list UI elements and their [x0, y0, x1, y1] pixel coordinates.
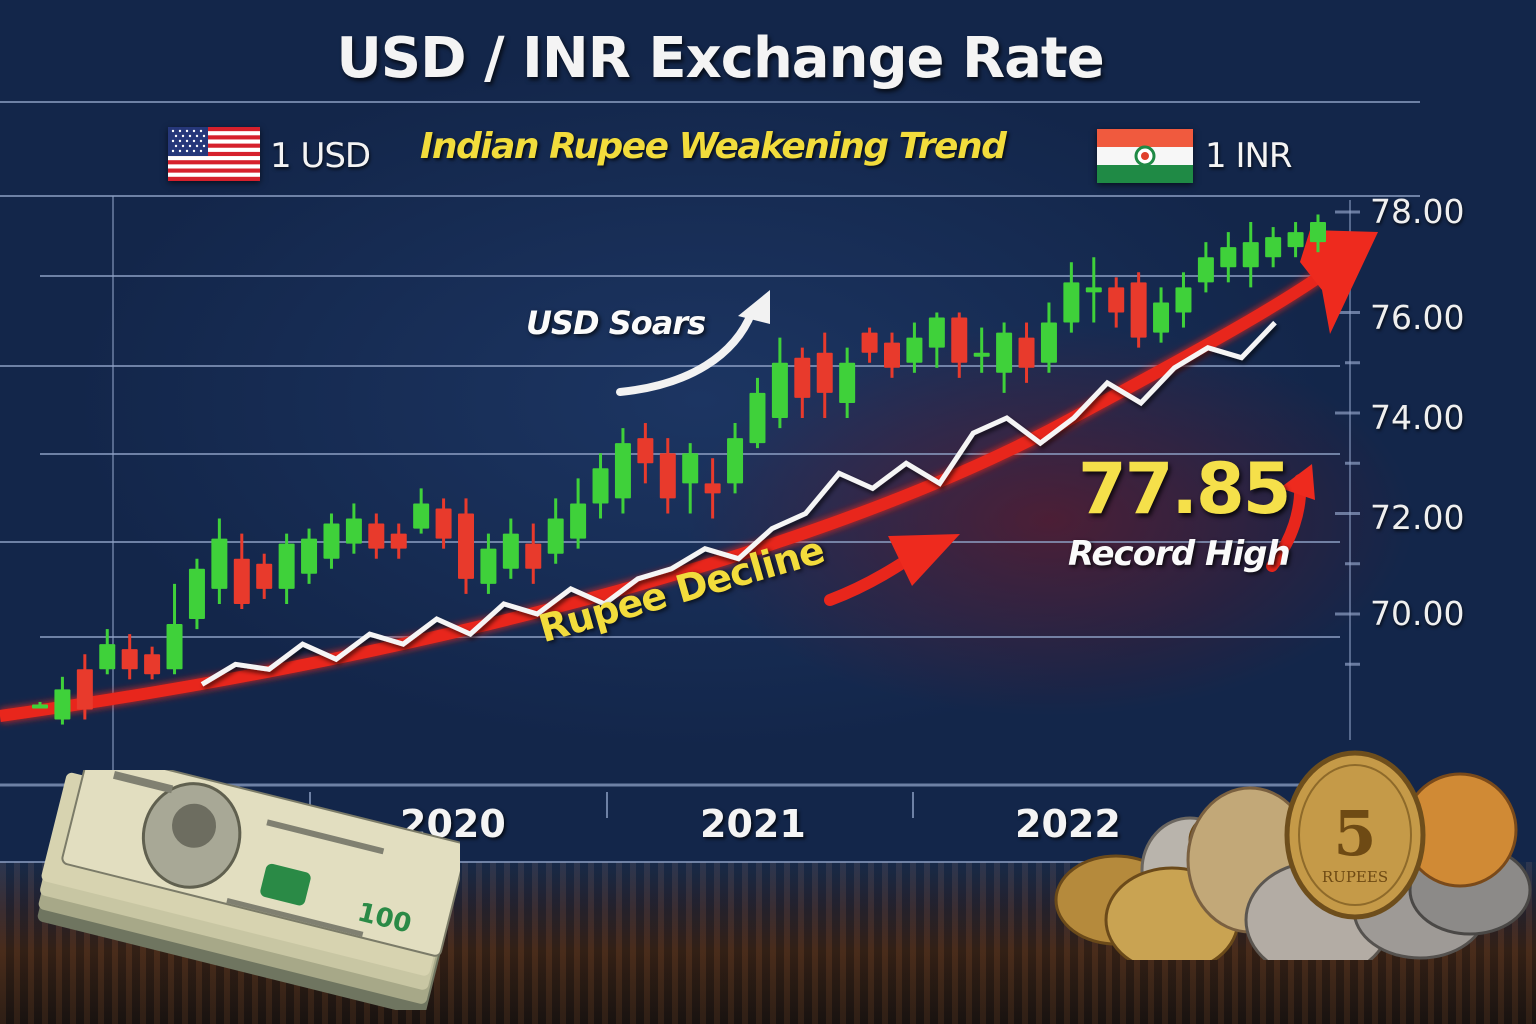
chart-subtitle: Indian Rupee Weakening Trend	[420, 126, 1007, 167]
candlesticks	[32, 214, 1326, 725]
y-tick-label-72: 72.00	[1370, 498, 1465, 537]
rupee-decline-arrowhead	[888, 534, 960, 586]
usd-soars-annotation: USD Soars	[526, 304, 706, 342]
record-high-label: Record High	[1068, 534, 1291, 574]
usd-soars-arrowhead	[738, 290, 770, 324]
y-tick-label-70: 70.00	[1370, 594, 1465, 633]
record-high-arrowhead	[1280, 464, 1315, 500]
record-high-value: 77.85	[1078, 448, 1291, 530]
us-flag-icon	[168, 127, 260, 181]
x-tick-label-2022: 2022	[1015, 802, 1121, 846]
coin-text: RUPEES	[1322, 868, 1388, 886]
y-tick-label-74: 74.00	[1370, 398, 1465, 437]
left-currency-label: 1 USD	[270, 136, 371, 176]
x-tick-label-2021: 2021	[700, 802, 806, 846]
chart-title: USD / INR Exchange Rate	[336, 26, 1104, 91]
decline-curve-arrowhead	[1300, 230, 1378, 334]
dollar-bills-illustration: 100	[30, 770, 460, 1010]
y-tick-label-76: 76.00	[1370, 298, 1465, 337]
india-flag-icon	[1097, 129, 1193, 183]
usd-soars-arrow	[616, 308, 756, 396]
right-currency-label: 1 INR	[1205, 136, 1293, 176]
y-tick-label-78: 78.00	[1370, 192, 1465, 231]
trend-zigzag-line	[200, 320, 1277, 687]
rupee-decline-curve	[0, 257, 1344, 722]
rupee-coins-illustration: 5 RUPEES	[1050, 750, 1536, 960]
coin-denomination: 5	[1333, 797, 1376, 870]
